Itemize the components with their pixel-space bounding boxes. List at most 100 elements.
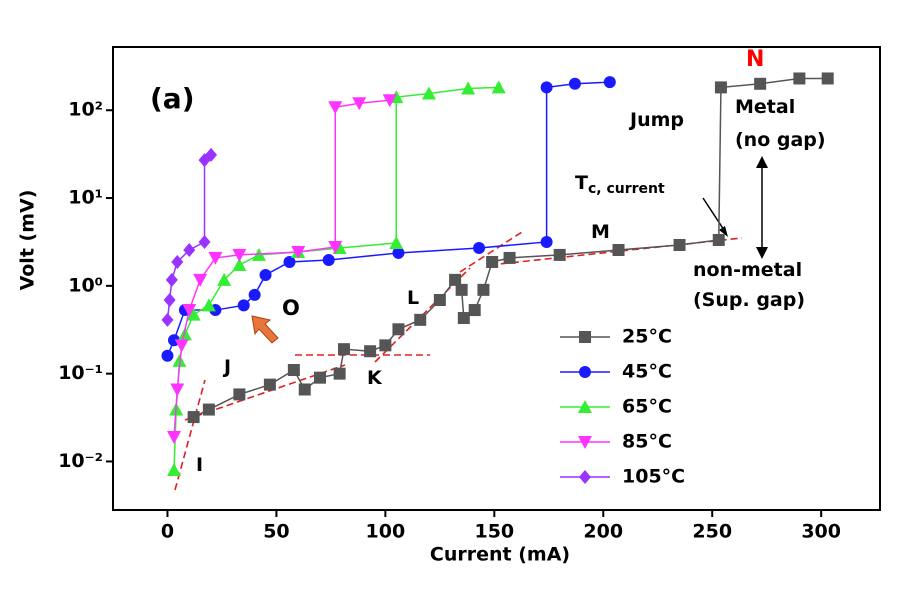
marker [821,72,834,85]
x-axis-label: Current (mA) [430,544,570,566]
marker [259,268,272,281]
marker [314,371,327,384]
arrow-o [251,315,279,344]
legend-marker [578,400,592,413]
marker [379,339,392,352]
marker [568,77,581,90]
y-tick-label: 10⁻¹ [58,362,103,384]
marker [205,147,218,162]
legend-label: 85°C [622,431,672,453]
marker [232,257,247,271]
marker [473,241,486,254]
marker [161,349,174,362]
annotation-text: I [196,454,203,476]
annotation-text: Jump [628,109,684,131]
marker [328,101,343,115]
marker [171,254,184,269]
marker [421,86,436,100]
annotation: K [367,367,383,389]
annotation-text: T [575,172,588,194]
legend-label: 65°C [622,396,672,418]
x-tick-label: 200 [583,521,623,543]
annotation: (no gap) [735,129,826,151]
annotation: M [591,221,610,243]
arrow-head [756,247,768,259]
marker [461,81,476,95]
marker [540,235,553,248]
y-tick-label: 10⁰ [68,274,103,296]
marker [754,77,767,90]
annotation: L [407,287,419,309]
marker [414,313,427,326]
annotation-text: K [367,367,383,389]
arrow-head [719,226,728,237]
marker [468,304,481,317]
marker [337,343,350,356]
marker [714,81,727,94]
annotation-text: Metal [735,96,795,118]
marker [333,367,346,380]
marker [433,293,446,306]
marker [449,273,462,286]
marker [712,233,725,246]
annotation: O [282,296,300,320]
marker [198,234,211,249]
marker [364,345,377,358]
marker [291,245,306,259]
legend-label: 45°C [622,361,672,383]
marker [183,242,196,257]
annotation-text: (a) [150,82,195,115]
marker [163,292,176,307]
marker [167,462,182,476]
legend-label: 25°C [622,326,672,348]
marker [283,255,296,268]
marker [553,248,566,261]
marker [167,430,182,444]
annotation-text: J [222,356,231,378]
y-tick-label: 10⁻² [58,450,103,472]
marker [503,251,516,264]
annotation-text: (no gap) [735,129,826,151]
legend-marker [579,470,591,484]
marker [455,283,468,296]
marker [177,327,192,341]
marker [328,240,343,254]
y-tick-label: 10² [68,99,103,121]
marker [193,273,208,287]
marker [382,94,397,108]
x-tick-label: 100 [366,521,406,543]
annotation-text: L [407,287,419,309]
x-tick-label: 150 [474,521,514,543]
annotation: I [196,454,203,476]
annotation-text: O [282,296,300,320]
marker [182,304,197,318]
marker [186,307,201,321]
annotation: J [222,356,231,378]
marker [352,97,367,111]
annotation: Jump [628,109,684,131]
arrow-head [756,156,768,168]
annotation: N [746,47,764,72]
marker [612,243,625,256]
marker [202,403,215,416]
annotation: Tc, current [575,172,665,198]
x-tick-label: 50 [263,521,289,543]
legend-marker [578,436,592,449]
marker [486,255,499,268]
marker [540,81,553,94]
marker [174,339,189,353]
marker [603,76,616,89]
annotation: (Sup. gap) [693,289,805,311]
annotation-text: N [746,47,764,72]
marker [161,312,174,327]
marker [389,235,404,249]
annotation-text: non-metal [693,259,802,281]
fit-line [459,231,523,273]
marker [491,80,506,94]
annotation-subscript: c, current [588,181,665,197]
marker [187,411,200,424]
marker [263,378,276,391]
fit-line [174,379,206,491]
y-tick-label: 10¹ [68,187,103,209]
marker [287,364,300,377]
